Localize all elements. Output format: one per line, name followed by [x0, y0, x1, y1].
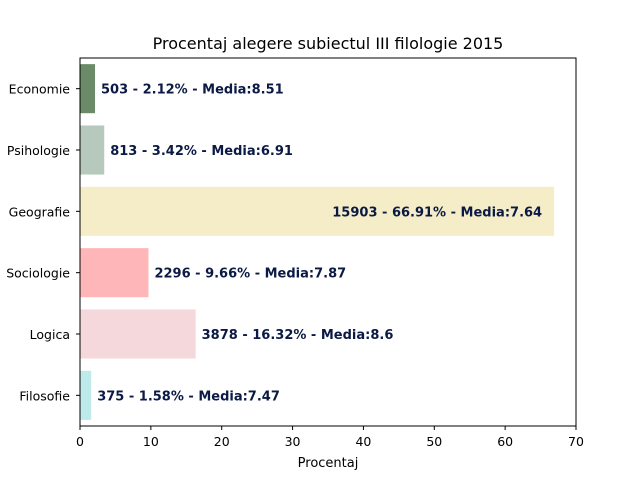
- x-tick-label: 10: [143, 434, 159, 449]
- bar-sociologie: [80, 248, 149, 298]
- data-labels: 503 - 2.12% - Media:8.51 813 - 3.42% - Me…: [97, 83, 542, 405]
- bar-psihologie: [80, 125, 105, 175]
- bar-filosofie: [80, 370, 92, 420]
- data-label-logica: 3878 - 16.32% - Media:8.6: [202, 328, 394, 343]
- data-label-psihologie: 813 - 3.42% - Media:6.91: [110, 144, 293, 159]
- x-tick-label: 70: [568, 434, 584, 449]
- y-axis: Economie Psihologie Geografie Sociologie Log…: [6, 82, 80, 403]
- x-tick-label: 30: [285, 434, 301, 449]
- plot-area-frame: [79, 57, 577, 427]
- x-axis-label: Procentaj: [298, 456, 359, 471]
- data-label-economie: 503 - 2.12% - Media:8.51: [101, 83, 284, 98]
- x-tick-label: 0: [76, 434, 84, 449]
- chart-title: Procentaj alegere subiectul III filologi…: [153, 34, 504, 53]
- bars: [80, 64, 555, 420]
- x-tick-label: 50: [426, 434, 442, 449]
- bar-geografie: [80, 186, 555, 236]
- bar-logica: [80, 309, 196, 359]
- x-axis: 0 10 20 30 40 50 60 70: [76, 426, 584, 449]
- x-tick-label: 40: [355, 434, 371, 449]
- bar-economie: [80, 64, 96, 114]
- y-tick-label-logica: Logica: [30, 327, 70, 342]
- data-label-geografie: 15903 - 66.91% - Media:7.64: [332, 205, 542, 220]
- x-tick-label: 20: [214, 434, 230, 449]
- x-tick-label: 60: [497, 434, 513, 449]
- y-tick-label-psihologie: Psihologie: [7, 143, 70, 158]
- data-label-filosofie: 375 - 1.58% - Media:7.47: [97, 389, 280, 404]
- data-label-sociologie: 2296 - 9.66% - Media:7.87: [154, 267, 346, 282]
- y-tick-label-geografie: Geografie: [9, 204, 71, 219]
- y-tick-label-sociologie: Sociologie: [6, 266, 70, 281]
- y-tick-label-economie: Economie: [9, 82, 71, 97]
- y-tick-label-filosofie: Filosofie: [19, 388, 70, 403]
